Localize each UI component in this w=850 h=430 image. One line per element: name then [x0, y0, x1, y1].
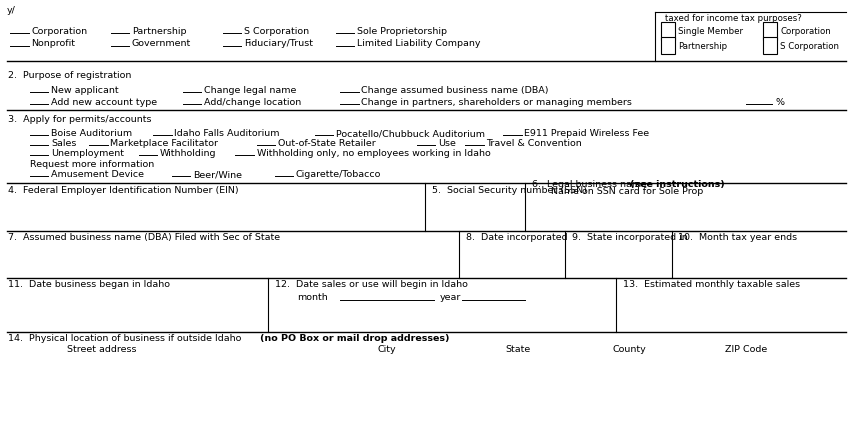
- Text: Single Member: Single Member: [678, 28, 743, 36]
- Text: County: County: [612, 345, 646, 353]
- Text: Withholding: Withholding: [160, 148, 216, 157]
- Text: %: %: [775, 98, 785, 106]
- Text: Name on SSN card for Sole Prop: Name on SSN card for Sole Prop: [551, 187, 703, 195]
- Text: 13.  Estimated monthly taxable sales: 13. Estimated monthly taxable sales: [623, 280, 800, 288]
- Text: Pocatello/Chubbuck Auditorium: Pocatello/Chubbuck Auditorium: [336, 129, 484, 138]
- Text: Add new account type: Add new account type: [51, 98, 157, 106]
- Text: 5.  Social Security number (SSN): 5. Social Security number (SSN): [432, 186, 586, 194]
- Text: Partnership: Partnership: [678, 42, 728, 51]
- Text: Boise Auditorium: Boise Auditorium: [51, 129, 132, 138]
- Bar: [763, 23, 777, 40]
- Text: (no PO Box or mail drop addresses): (no PO Box or mail drop addresses): [260, 333, 450, 342]
- Text: taxed for income tax purposes?: taxed for income tax purposes?: [665, 15, 802, 23]
- Text: Beer/Wine: Beer/Wine: [193, 170, 242, 178]
- Text: S Corporation: S Corporation: [244, 27, 309, 35]
- Text: 2.  Purpose of registration: 2. Purpose of registration: [8, 71, 132, 80]
- Text: 7.  Assumed business name (DBA) Filed with Sec of State: 7. Assumed business name (DBA) Filed wit…: [8, 232, 280, 241]
- Text: Unemployment: Unemployment: [51, 148, 124, 157]
- Text: 3.  Apply for permits/accounts: 3. Apply for permits/accounts: [8, 115, 152, 124]
- Text: y/: y/: [7, 6, 15, 15]
- Bar: [763, 38, 777, 55]
- Text: Cigarette/Tobacco: Cigarette/Tobacco: [296, 170, 381, 178]
- Text: month: month: [298, 292, 328, 301]
- Text: Amusement Device: Amusement Device: [51, 170, 144, 178]
- Text: Marketplace Facilitator: Marketplace Facilitator: [110, 138, 218, 147]
- Text: Change legal name: Change legal name: [204, 86, 297, 95]
- Text: ZIP Code: ZIP Code: [725, 345, 768, 353]
- Text: Limited Liability Company: Limited Liability Company: [357, 39, 480, 47]
- Text: 4.  Federal Employer Identification Number (EIN): 4. Federal Employer Identification Numbe…: [8, 186, 239, 194]
- Text: City: City: [377, 345, 396, 353]
- Text: 11.  Date business began in Idaho: 11. Date business began in Idaho: [8, 280, 171, 288]
- Text: Request more information: Request more information: [30, 160, 154, 169]
- Text: Corporation: Corporation: [780, 28, 831, 36]
- Text: 14.  Physical location of business if outside Idaho: 14. Physical location of business if out…: [8, 333, 245, 342]
- Text: Use: Use: [438, 138, 456, 147]
- Text: E911 Prepaid Wireless Fee: E911 Prepaid Wireless Fee: [524, 129, 649, 138]
- Text: Nonprofit: Nonprofit: [31, 39, 76, 47]
- Text: Corporation: Corporation: [31, 27, 88, 35]
- Text: State: State: [506, 345, 531, 353]
- Text: 9.  State incorporated in: 9. State incorporated in: [572, 232, 688, 241]
- Text: 8.  Date incorporated: 8. Date incorporated: [466, 232, 568, 241]
- Text: Travel & Convention: Travel & Convention: [486, 138, 582, 147]
- Bar: [661, 38, 675, 55]
- Text: (see instructions): (see instructions): [630, 179, 724, 188]
- Text: Change in partners, shareholders or managing members: Change in partners, shareholders or mana…: [361, 98, 632, 106]
- Text: Out-of-State Retailer: Out-of-State Retailer: [278, 138, 376, 147]
- Text: Idaho Falls Auditorium: Idaho Falls Auditorium: [174, 129, 280, 138]
- Text: Sole Proprietorship: Sole Proprietorship: [357, 27, 447, 35]
- Text: year: year: [439, 292, 461, 301]
- Text: Add/change location: Add/change location: [204, 98, 301, 106]
- Text: Street address: Street address: [67, 345, 137, 353]
- Text: New applicant: New applicant: [51, 86, 119, 95]
- Text: Partnership: Partnership: [132, 27, 186, 35]
- Text: Sales: Sales: [51, 138, 76, 147]
- Text: 10.  Month tax year ends: 10. Month tax year ends: [678, 232, 797, 241]
- Text: S Corporation: S Corporation: [780, 42, 839, 51]
- Bar: [661, 23, 675, 40]
- Text: Withholding only, no employees working in Idaho: Withholding only, no employees working i…: [257, 148, 490, 157]
- Text: 6.  Legal business name: 6. Legal business name: [532, 179, 650, 188]
- Text: Government: Government: [132, 39, 191, 47]
- Text: Fiduciary/Trust: Fiduciary/Trust: [244, 39, 313, 47]
- Text: 12.  Date sales or use will begin in Idaho: 12. Date sales or use will begin in Idah…: [275, 280, 468, 288]
- Text: Change assumed business name (DBA): Change assumed business name (DBA): [361, 86, 549, 95]
